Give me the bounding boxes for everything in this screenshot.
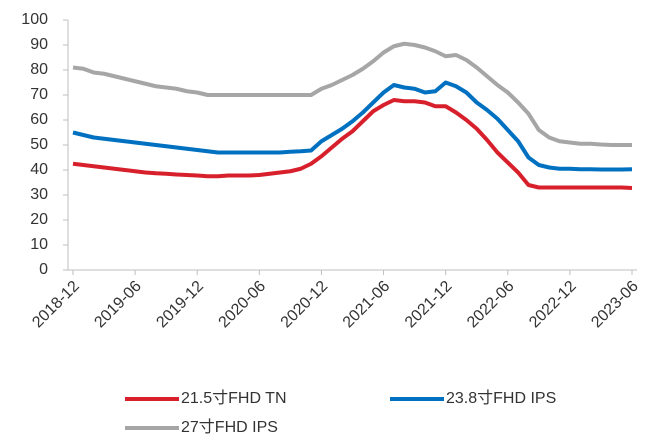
series-line — [72, 41, 632, 147]
y-tick-label: 0 — [39, 261, 48, 278]
x-tick-label: 2018-12 — [29, 278, 83, 332]
y-tick-label: 90 — [30, 36, 48, 53]
legend-label: 23.8寸FHD IPS — [446, 389, 556, 407]
x-tick-label: 2021-06 — [340, 278, 394, 332]
x-tick-label: 2023-06 — [588, 278, 642, 332]
y-tick-label: 10 — [30, 236, 48, 253]
series-line — [72, 98, 633, 190]
x-tick-label: 2022-06 — [464, 278, 518, 332]
x-tick-label: 2022-12 — [526, 278, 580, 332]
y-tick-label: 80 — [30, 61, 48, 78]
y-tick-label: 100 — [21, 11, 48, 28]
y-tick-label: 40 — [30, 161, 48, 178]
x-tick-label: 2020-06 — [216, 278, 270, 332]
x-tick-label: 2019-12 — [153, 278, 207, 332]
y-tick-label: 20 — [30, 211, 48, 228]
x-tick-label: 2020-12 — [278, 278, 332, 332]
y-tick-label: 70 — [30, 86, 48, 103]
x-tick-label: 2021-12 — [402, 278, 456, 332]
y-tick-label: 50 — [30, 136, 48, 153]
y-tick-label: 30 — [30, 186, 48, 203]
series-line — [72, 80, 633, 172]
x-tick-label: 2019-06 — [91, 278, 145, 332]
y-tick-label: 60 — [30, 111, 48, 128]
legend-label: 27寸FHD IPS — [181, 418, 278, 436]
legend-label: 21.5寸FHD TN — [181, 389, 287, 407]
